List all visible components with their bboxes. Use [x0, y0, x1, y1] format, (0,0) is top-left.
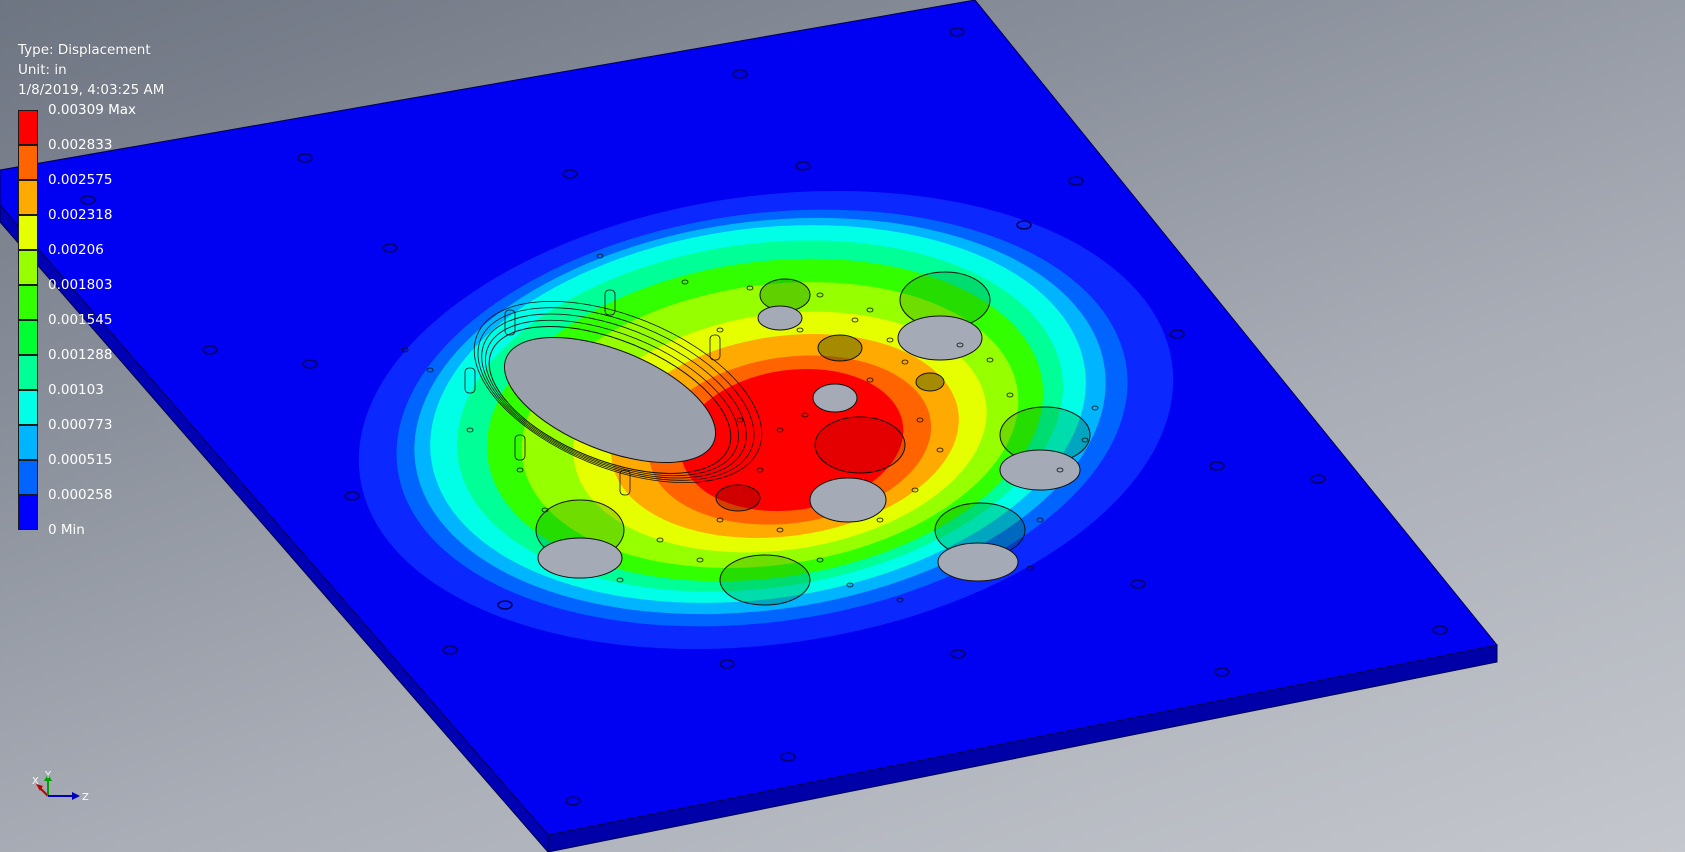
color-scale: 0.00309 Max 0.002833 0.002575 0.002318 0.002…	[18, 102, 218, 538]
legend-color-band	[18, 390, 38, 425]
legend-value-label: 0.00206	[48, 242, 104, 258]
legend-value-label: 0.000515	[48, 452, 113, 468]
triad-x-arrow	[36, 784, 43, 791]
legend-color-band	[18, 320, 38, 355]
triad-y-arrow	[44, 774, 52, 781]
legend-value-label: 0.000258	[48, 487, 113, 503]
triad-x-label: X	[32, 776, 39, 787]
legend-value-label: 0.001803	[48, 277, 113, 293]
legend-value-label: 0.001288	[48, 347, 113, 363]
legend-color-band	[18, 355, 38, 390]
triad-z-label: Z	[82, 792, 89, 803]
legend-value-label: 0.002318	[48, 207, 113, 223]
legend-color-band	[18, 180, 38, 215]
legend-value-label: 0.000773	[48, 417, 113, 433]
mounting-holes	[80, 27, 1448, 806]
legend-color-band	[18, 495, 38, 530]
legend-color-band	[18, 250, 38, 285]
central-bore	[473, 301, 763, 483]
counterbore-holes	[535, 271, 1091, 606]
legend-color-band	[18, 145, 38, 180]
legend-value-label: 0.002833	[48, 137, 113, 153]
legend-value-label: 0.00103	[48, 382, 104, 398]
legend-color-band	[18, 110, 38, 145]
legend-color-band	[18, 215, 38, 250]
pin-holes	[401, 253, 1099, 603]
results-legend: Type: Displacement Unit: in 1/8/2019, 4:…	[18, 40, 218, 538]
triad-y-label: Y	[44, 770, 52, 781]
axis-triad[interactable]: X Y Z	[30, 770, 100, 810]
legend-color-band	[18, 285, 38, 320]
locating-pins	[464, 289, 721, 496]
legend-value-label: 0.002575	[48, 172, 113, 188]
legend-value-label: 0.001545	[48, 312, 113, 328]
result-timestamp-label: 1/8/2019, 4:03:25 AM	[18, 82, 165, 98]
result-type-label: Type: Displacement	[18, 42, 151, 58]
result-unit-label: Unit: in	[18, 62, 67, 78]
triad-z-arrow	[72, 792, 80, 800]
legend-value-label: 0.00309 Max	[48, 102, 137, 118]
legend-color-band	[18, 425, 38, 460]
triad-x-axis	[39, 787, 49, 797]
legend-color-band	[18, 460, 38, 495]
legend-value-label: 0 Min	[48, 522, 85, 538]
